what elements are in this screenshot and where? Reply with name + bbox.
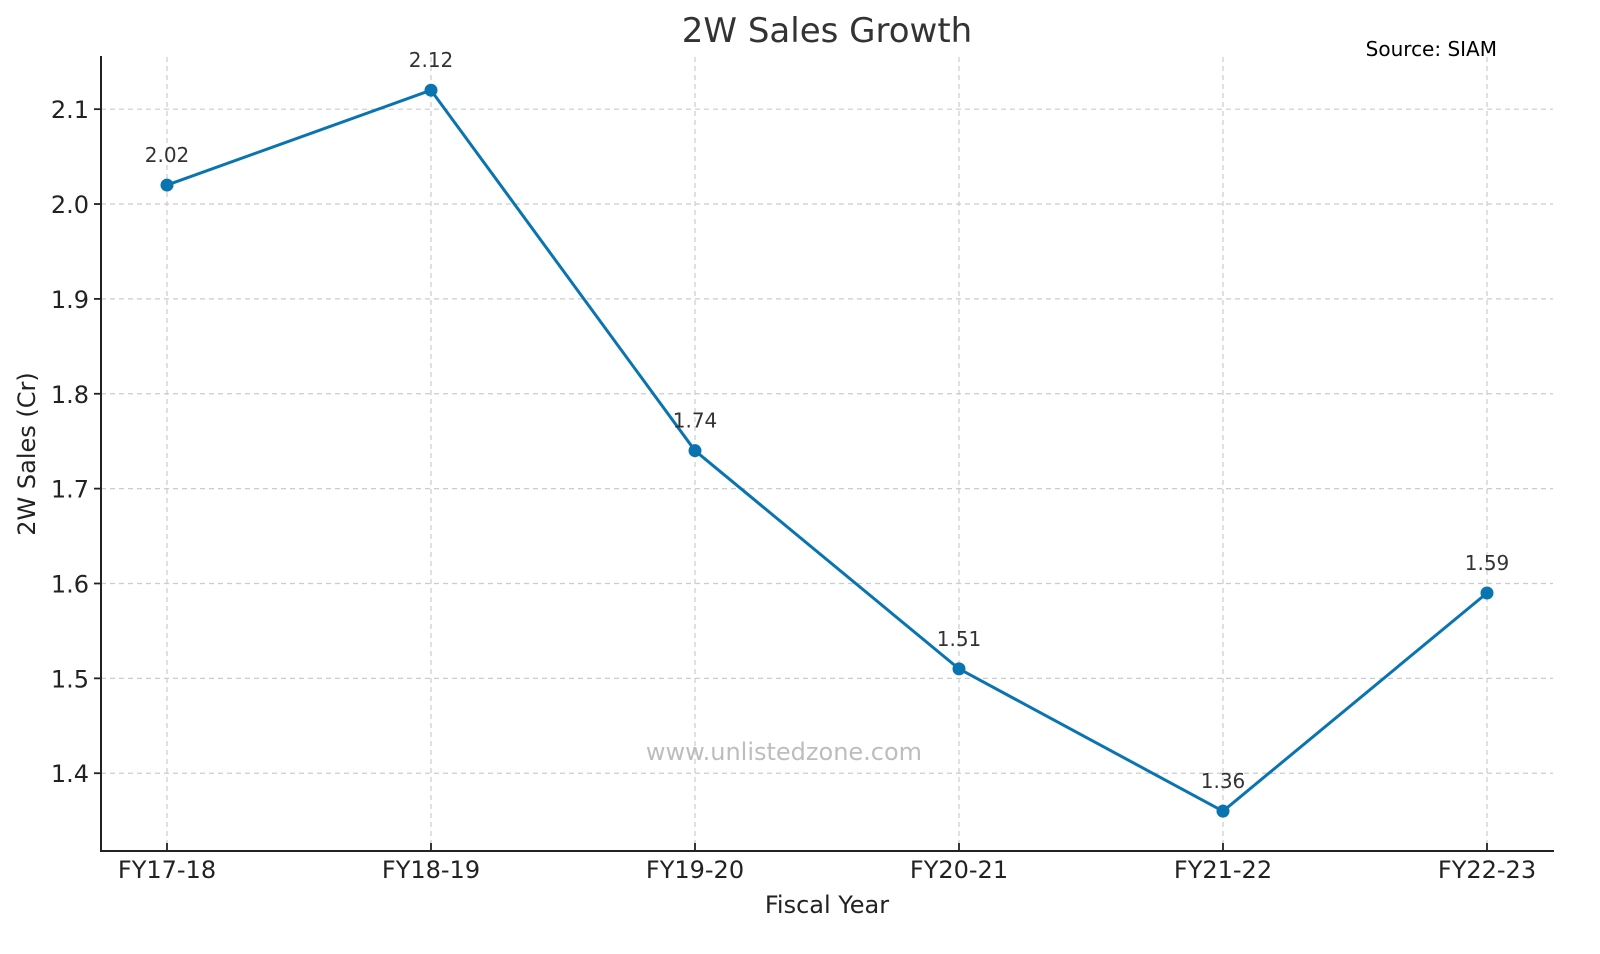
data-label: 2.12: [409, 48, 454, 72]
chart-title: 2W Sales Growth: [682, 11, 972, 51]
vertical-gridlines: [166, 57, 1488, 851]
x-tick-label: FY17-18: [118, 856, 216, 884]
data-point-marker: [952, 662, 966, 676]
data-labels: 2.02 2.12 1.74 1.51 1.36 1.59: [145, 48, 1510, 793]
x-tick-label: FY19-20: [646, 856, 744, 884]
data-label: 1.51: [937, 627, 982, 651]
y-tick-label: 2.0: [51, 191, 89, 219]
y-tick-label: 1.4: [51, 760, 89, 788]
y-tick-label: 2.1: [51, 96, 89, 124]
data-label: 2.02: [145, 143, 190, 167]
x-tick-label: FY21-22: [1174, 856, 1272, 884]
data-label: 1.59: [1465, 551, 1510, 575]
x-axis-ticks: FY17-18 FY18-19 FY19-20 FY20-21 FY21-22 FY22-…: [118, 843, 1536, 884]
x-tick-label: FY20-21: [910, 856, 1008, 884]
y-tick-label: 1.9: [51, 286, 89, 314]
series-line: [166, 88, 1488, 813]
data-point-marker: [688, 444, 702, 458]
data-point-marker: [424, 83, 438, 97]
y-tick-label: 1.6: [51, 570, 89, 598]
source-note: Source: SIAM: [1366, 37, 1497, 61]
x-tick-label: FY18-19: [382, 856, 480, 884]
x-tick-label: FY22-23: [1438, 856, 1536, 884]
watermark: www.unlistedzone.com: [646, 738, 922, 766]
data-point-marker: [160, 178, 174, 192]
y-tick-label: 1.8: [51, 381, 89, 409]
y-tick-label: 1.5: [51, 665, 89, 693]
horizontal-gridlines: [101, 108, 1553, 774]
data-point-marker: [1480, 586, 1494, 600]
y-axis-label: 2W Sales (Cr): [13, 372, 41, 536]
data-point-marker: [1216, 804, 1230, 818]
x-axis-label: Fiscal Year: [765, 891, 889, 919]
data-point-markers: [160, 83, 1494, 818]
data-label: 1.36: [1201, 769, 1246, 793]
y-tick-label: 1.7: [51, 476, 89, 504]
y-axis-ticks: 1.4 1.5 1.6 1.7 1.8 1.9 2.0 2.1: [51, 96, 101, 788]
data-label: 1.74: [673, 409, 718, 433]
